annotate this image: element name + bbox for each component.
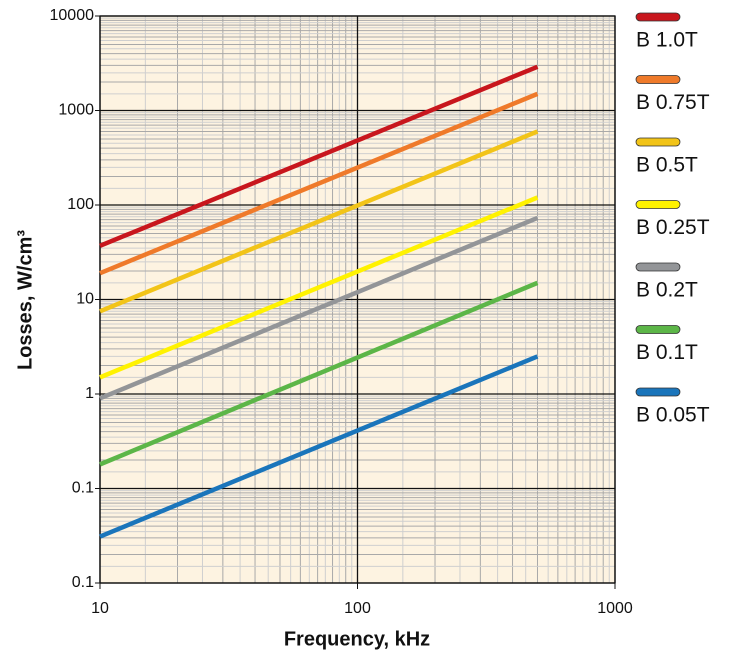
series-line	[99, 129, 539, 314]
legend-swatch	[635, 75, 681, 84]
y-tick-label: 10	[76, 291, 94, 308]
series-line	[99, 354, 539, 539]
legend-swatch	[635, 200, 681, 209]
x-tick-label: 100	[344, 600, 371, 617]
series-line	[99, 280, 539, 467]
y-tick-label: 1000	[58, 102, 94, 119]
legend-label: B 0.75T	[636, 91, 710, 114]
y-tick-label: 0.1	[72, 480, 94, 497]
series-line	[99, 64, 539, 248]
legend-label: B 1.0T	[636, 29, 698, 52]
legend-swatch	[635, 12, 681, 22]
y-axis-title: Losses, W/cm³	[14, 230, 36, 370]
legend-label: B 0.2T	[636, 279, 698, 302]
legend-label: B 0.05T	[636, 404, 710, 427]
legend-label: B 0.1T	[636, 341, 698, 364]
y-tick-label: 100	[67, 196, 94, 213]
legend-swatch	[635, 262, 681, 272]
series-line	[99, 91, 539, 276]
x-tick-label: 1000	[597, 600, 633, 617]
series-line	[99, 195, 539, 380]
y-tick-label: 0.1	[72, 574, 94, 591]
legend-swatch	[635, 387, 681, 397]
legend-label: B 0.25T	[636, 216, 710, 239]
legend-swatch	[635, 325, 681, 334]
series-line	[99, 215, 539, 401]
y-tick-label: 10000	[50, 7, 95, 24]
legend-label: B 0.5T	[636, 154, 698, 177]
legend-swatch	[635, 137, 681, 147]
x-axis-title: Frequency, kHz	[284, 628, 430, 650]
y-tick-label: 1	[85, 385, 94, 402]
x-tick-label: 10	[91, 600, 109, 617]
plot-frame	[99, 15, 616, 584]
